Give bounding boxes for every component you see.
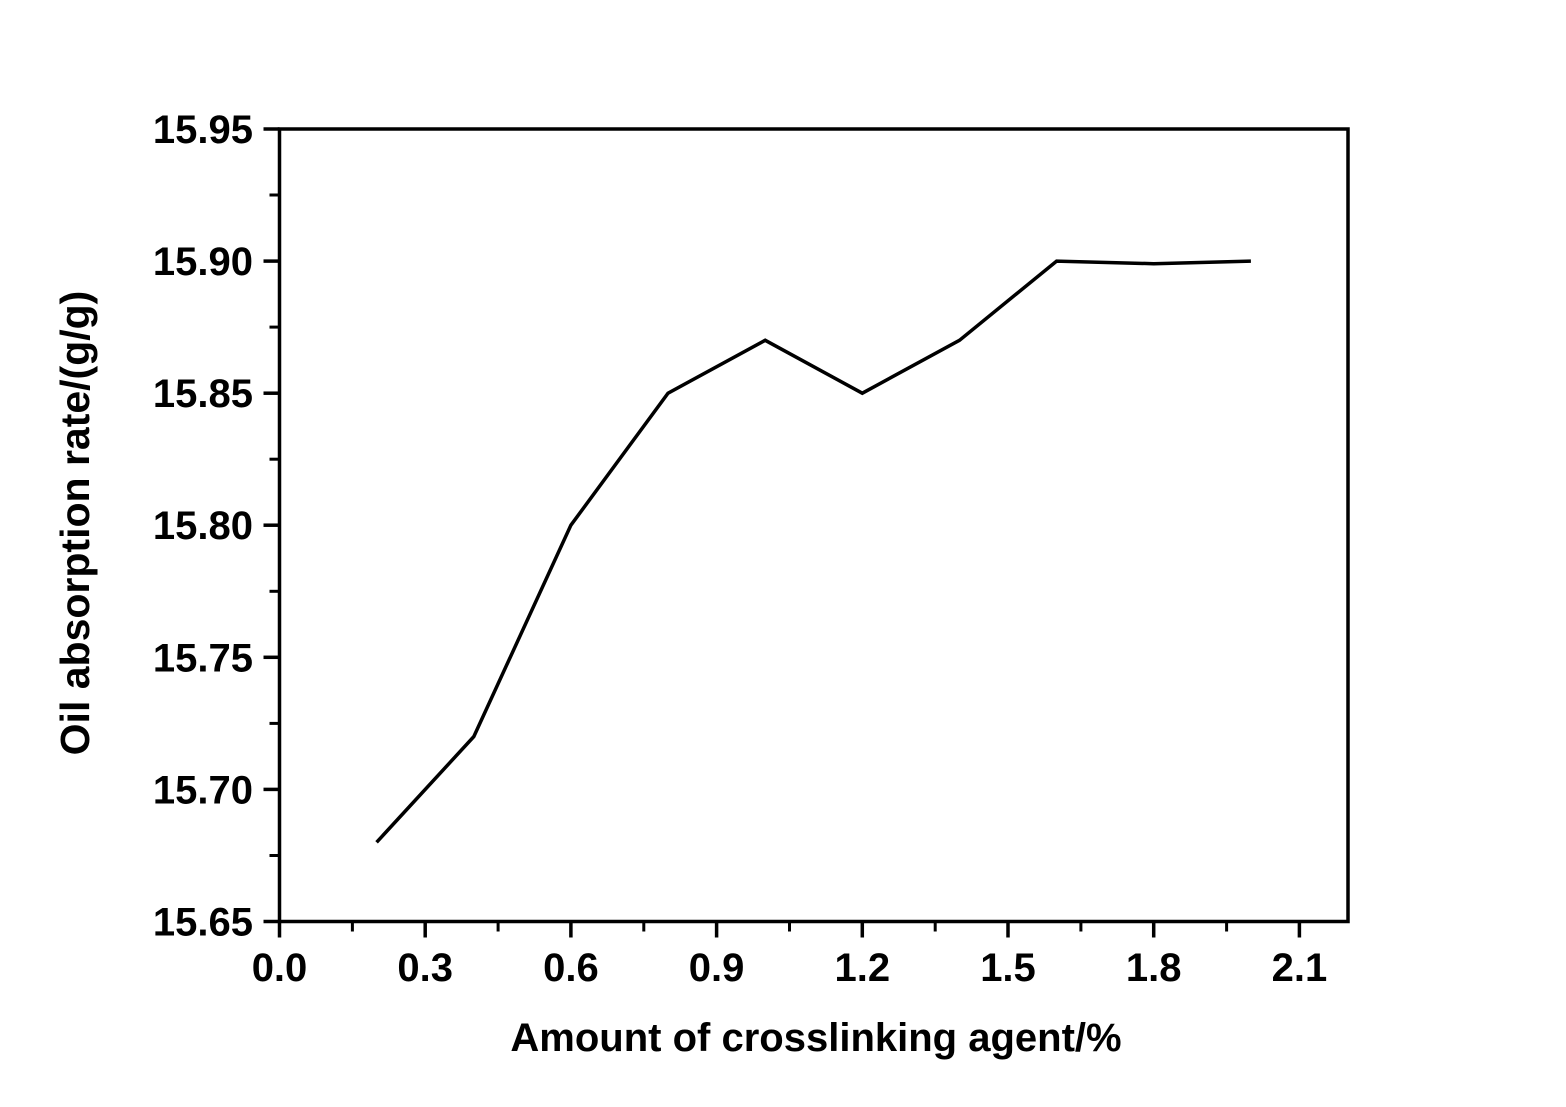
svg-text:1.8: 1.8 [1126, 946, 1182, 990]
svg-text:15.65: 15.65 [153, 901, 253, 945]
svg-text:15.90: 15.90 [153, 240, 253, 284]
svg-text:Oil absorption rate/(g/g): Oil absorption rate/(g/g) [52, 291, 98, 756]
svg-text:15.95: 15.95 [153, 108, 253, 152]
svg-text:15.70: 15.70 [153, 768, 253, 812]
svg-text:0.9: 0.9 [689, 946, 745, 990]
svg-text:0.3: 0.3 [397, 946, 453, 990]
svg-text:15.80: 15.80 [153, 504, 253, 548]
svg-text:15.75: 15.75 [153, 636, 253, 680]
svg-text:0.0: 0.0 [252, 946, 308, 990]
svg-text:Amount of crosslinking agent/%: Amount of crosslinking agent/% [510, 1016, 1121, 1060]
svg-text:2.1: 2.1 [1272, 946, 1328, 990]
svg-text:15.85: 15.85 [153, 372, 253, 416]
svg-text:1.5: 1.5 [980, 946, 1036, 990]
svg-text:0.6: 0.6 [543, 946, 599, 990]
svg-text:1.2: 1.2 [834, 946, 890, 990]
